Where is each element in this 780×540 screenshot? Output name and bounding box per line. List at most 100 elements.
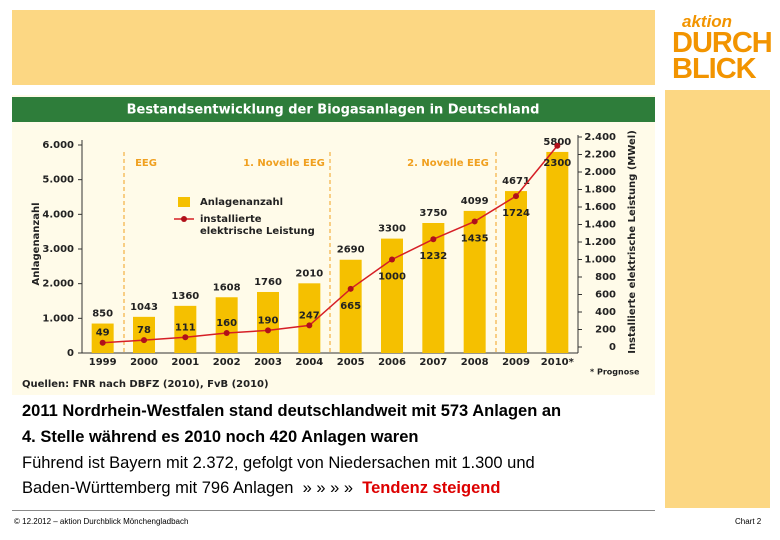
top-band xyxy=(12,10,655,85)
line-label: 1435 xyxy=(461,233,489,244)
logo: aktion DURCH BLICK xyxy=(672,12,773,85)
source: Quellen: FNR nach DBFZ (2010), FvB (2010… xyxy=(22,379,269,390)
y2-tick-label: 2.200 xyxy=(584,150,616,161)
legend-label: Anlagenanzahl xyxy=(200,197,283,208)
legend-label: installierte elektrische Leistung xyxy=(200,214,315,237)
y2-tick-label: 2.000 xyxy=(584,167,616,178)
bar xyxy=(339,259,362,353)
line-point xyxy=(347,285,354,292)
line-point xyxy=(554,142,561,149)
bar xyxy=(298,283,321,353)
line xyxy=(102,145,558,344)
line-point xyxy=(265,327,271,334)
bar-label: 1608 xyxy=(213,282,241,293)
x-tick-label: 2004 xyxy=(295,357,323,368)
legend-dot xyxy=(181,216,187,222)
text-line: 2011 Nordrhein-Westfalen stand deutschla… xyxy=(22,402,562,420)
line-point xyxy=(389,256,395,263)
y2-tick-label: 1.400 xyxy=(584,220,616,231)
x-tick-label: 2002 xyxy=(213,357,241,368)
y2-tick-label: 1.800 xyxy=(584,185,616,196)
line-label: 49 xyxy=(96,328,110,339)
line-label: 78 xyxy=(137,325,151,336)
bar xyxy=(463,210,486,353)
y-tick-label: 1.000 xyxy=(42,313,74,324)
line-point xyxy=(513,193,519,200)
annotation: 1. Novelle EEG xyxy=(243,158,325,169)
y2-tick-label: 1.200 xyxy=(584,237,616,248)
bar-label: 1360 xyxy=(171,291,199,302)
line-label: 247 xyxy=(299,310,320,321)
logo-text: DURCH xyxy=(672,27,773,59)
line-label: 1724 xyxy=(502,208,530,219)
logo-text: BLICK xyxy=(672,53,757,85)
bar-label: 3300 xyxy=(378,224,406,235)
bar-label: 2010 xyxy=(295,268,323,279)
x-tick-label: 2006 xyxy=(378,357,406,368)
y-tick-label: 0 xyxy=(67,348,74,359)
bar-label: 2690 xyxy=(337,245,365,256)
bar xyxy=(133,316,155,353)
line-point xyxy=(306,322,313,329)
y-tick-label: 2.000 xyxy=(42,279,74,290)
x-tick-label: 2007 xyxy=(419,357,447,368)
line-point xyxy=(430,236,437,243)
x-tick-label: 2010* xyxy=(541,357,575,368)
bar xyxy=(215,297,238,353)
text-line: 4. Stelle während es 2010 noch 420 Anlag… xyxy=(22,428,419,446)
y2-axis-label: Installierte elektrische Leistung (MWel) xyxy=(627,130,638,354)
y2-tick-label: 1.600 xyxy=(584,202,616,213)
y-axis-label: Anlagenanzahl xyxy=(31,202,42,285)
bar xyxy=(505,191,527,353)
text-line: Führend ist Bayern mit 2.372, gefolgt vo… xyxy=(22,454,535,472)
line-label: 1000 xyxy=(378,272,406,283)
annotation: 2. Novelle EEG xyxy=(407,158,489,169)
line-label: 190 xyxy=(258,315,279,326)
x-tick-label: 2009 xyxy=(502,357,530,368)
y2-tick-label: 200 xyxy=(595,325,616,336)
bar xyxy=(174,305,197,353)
bar-label: 1043 xyxy=(130,302,158,313)
y-tick-label: 6.000 xyxy=(42,140,74,151)
bar-label: 4671 xyxy=(502,176,530,187)
bar-label: 1760 xyxy=(254,277,282,288)
footer-line xyxy=(12,510,655,511)
y2-tick-label: 400 xyxy=(595,307,616,318)
annotation: EEG xyxy=(135,158,157,169)
chart: Bestandsentwicklung der Biogasanlagen in… xyxy=(12,95,655,395)
x-tick-label: 2001 xyxy=(171,357,199,368)
bar-label: 5800 xyxy=(543,137,571,148)
line-label: 1232 xyxy=(419,251,447,262)
line-label: 2300 xyxy=(543,158,571,169)
bar-label: 850 xyxy=(92,309,113,320)
text-line: Baden-Württemberg mit 796 Anlagen » » » … xyxy=(22,479,500,498)
line-point xyxy=(99,339,106,346)
line-point xyxy=(223,330,230,336)
bar xyxy=(422,223,445,353)
bar xyxy=(257,291,279,353)
x-tick-label: 2000 xyxy=(130,357,158,368)
y-tick-label: 3.000 xyxy=(42,244,74,255)
y2-tick-label: 600 xyxy=(595,290,616,301)
x-tick-label: 2008 xyxy=(461,357,489,368)
page-number: Chart 2 xyxy=(735,517,762,526)
x-tick-label: 2005 xyxy=(337,357,365,368)
bar xyxy=(91,323,114,353)
highlight: Tendenz steigend xyxy=(362,479,501,497)
footer: © 12.2012 – aktion Durchblick Mönchengla… xyxy=(14,517,189,526)
line-point xyxy=(471,218,478,225)
legend-swatch xyxy=(178,197,190,207)
text-line: Baden-Württemberg mit 796 Anlagen » » » … xyxy=(22,479,363,497)
side-band xyxy=(665,90,770,508)
title-bar xyxy=(12,97,655,122)
y2-tick-label: 800 xyxy=(595,272,616,283)
line-label: 111 xyxy=(175,322,196,333)
line-label: 665 xyxy=(340,301,361,312)
line-label: 160 xyxy=(216,318,237,329)
x-tick-label: 1999 xyxy=(89,357,117,368)
logo-text: aktion xyxy=(682,12,733,31)
y2-tick-label: 0 xyxy=(609,342,616,353)
bar-label: 3750 xyxy=(419,208,447,219)
bar xyxy=(546,151,569,353)
